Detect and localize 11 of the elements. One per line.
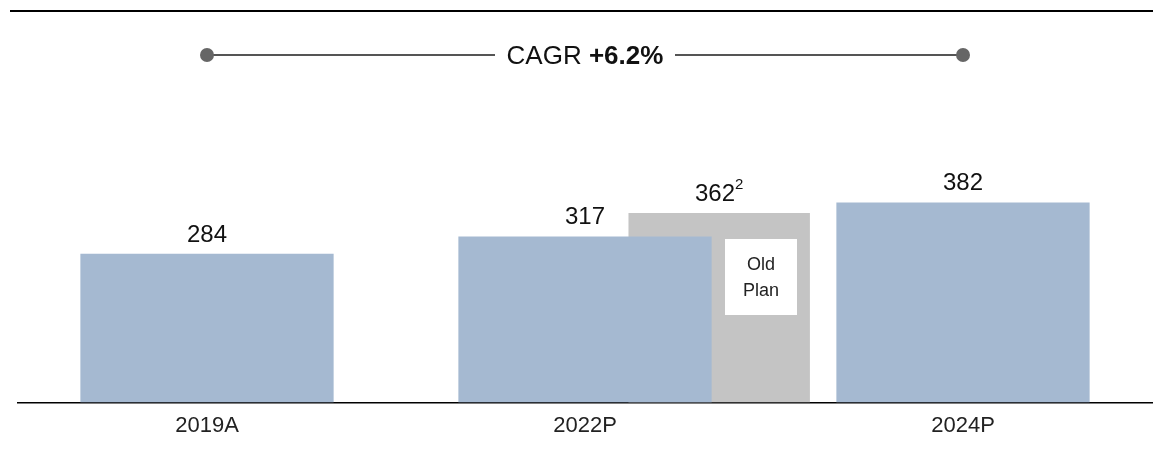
bar — [836, 202, 1090, 403]
bar — [80, 253, 334, 403]
text: CAGR +6.2% — [494, 40, 676, 70]
data-label: 317 — [564, 202, 606, 230]
data-label: 284 — [186, 219, 228, 247]
data-label: 382 — [942, 168, 984, 196]
x-tick-label: 2024P — [931, 411, 995, 437]
x-tick-label: 2022P — [553, 411, 617, 437]
bar — [458, 236, 712, 403]
x-tick-label: 2019A — [175, 411, 240, 437]
series-label: Old Plan — [741, 252, 780, 302]
